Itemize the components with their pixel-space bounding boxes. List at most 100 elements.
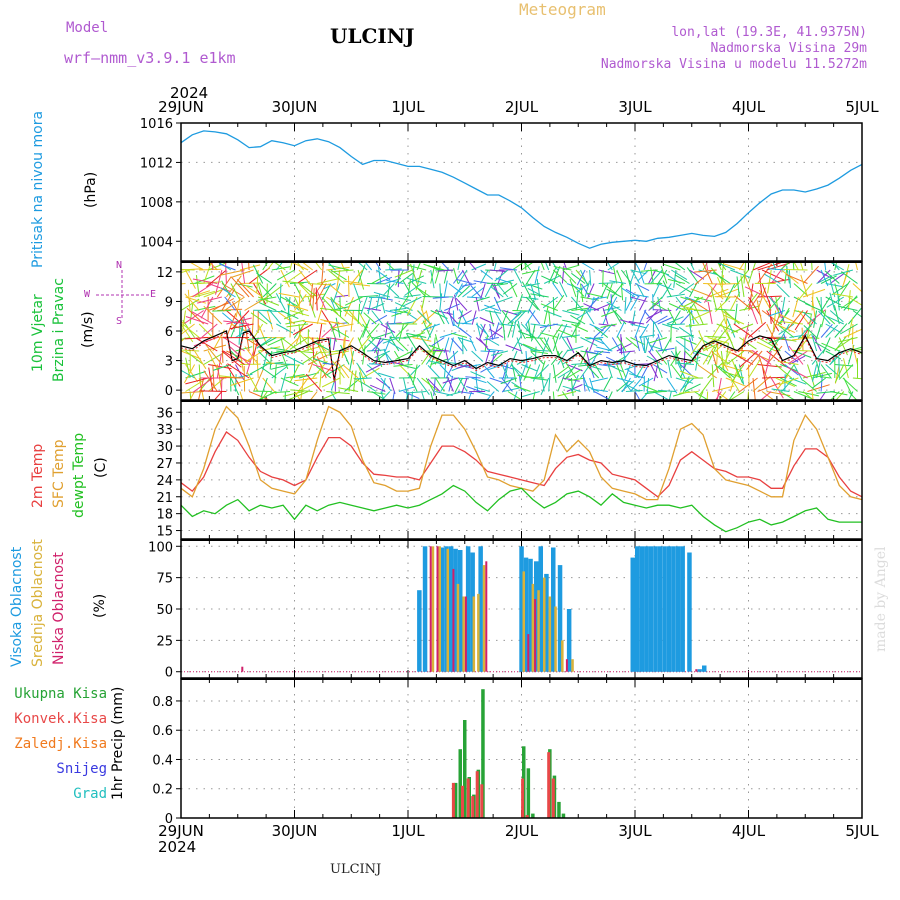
wind-vector (349, 350, 354, 372)
wind-vector (471, 287, 485, 298)
wind-vector (552, 391, 555, 400)
high-cloud-bar (538, 546, 543, 672)
wind-vector (221, 337, 224, 363)
wind-vector (462, 316, 478, 325)
wind-vector (566, 368, 582, 379)
wind-vector (843, 358, 849, 379)
wind-vector (266, 310, 274, 330)
wind-vector (225, 313, 237, 338)
wind-vector (212, 364, 215, 389)
wind-vector (543, 337, 553, 355)
wind-vector (503, 283, 518, 295)
wind-vector (847, 290, 851, 311)
day-label-bottom: 1JUL (391, 822, 425, 840)
wind-vector (451, 338, 463, 352)
wind-vector (679, 370, 699, 379)
wind-vector (679, 283, 695, 295)
wind-vector (717, 277, 727, 298)
wind-vector (225, 262, 227, 284)
wind-vector (371, 310, 383, 325)
wind-vector (852, 345, 858, 365)
wind-vector (761, 310, 783, 326)
wind-vector (480, 350, 496, 353)
wind-vector (350, 310, 354, 332)
wind-vector (283, 337, 300, 353)
wind-vector (382, 283, 395, 297)
wind-vector (411, 391, 413, 400)
wind-vector (280, 337, 287, 357)
wind-vector (378, 266, 382, 284)
wind-vector (734, 295, 754, 311)
wind-vector (637, 269, 649, 282)
wind-vector (791, 337, 813, 341)
wind-vector (766, 310, 780, 332)
wind-vector (705, 262, 709, 271)
wind-vector (487, 364, 504, 371)
wind-vector (758, 355, 768, 379)
wind-vector (189, 303, 194, 325)
wind-vector (511, 320, 517, 338)
wind-vector (456, 278, 472, 284)
wind-vector (613, 267, 618, 284)
ytick-label: 1004 (140, 235, 173, 250)
wind-vector (487, 348, 504, 352)
wind-vector (840, 296, 858, 309)
wind-vector (673, 262, 686, 271)
wind-vector (634, 391, 641, 400)
wind-vector (528, 309, 541, 325)
wind-vector (738, 262, 745, 271)
wind-vector (286, 323, 309, 328)
conv-rain-bar (471, 796, 475, 818)
wind-vector (743, 262, 747, 284)
wind-vector (525, 376, 545, 379)
wind-vector (673, 269, 677, 288)
wind-vector (425, 310, 432, 330)
wind-vector (660, 283, 672, 300)
high-cloud-bar (439, 547, 445, 672)
wind-vector (257, 283, 266, 306)
wind-vector (257, 323, 268, 345)
wind-vector (501, 377, 513, 392)
total-rain-bar (526, 768, 531, 818)
wind-vector (287, 303, 309, 311)
wind-vector (562, 269, 577, 284)
wind-vector (469, 337, 477, 352)
wind-vector (600, 283, 609, 299)
compass-west: W (84, 289, 91, 300)
high-cloud-bar (458, 550, 463, 672)
wind-vector (600, 323, 617, 328)
wind-vector (552, 337, 559, 356)
wind-vector (812, 375, 831, 379)
wind-vector (357, 364, 366, 384)
wind-vector (685, 323, 708, 327)
wind-vector (339, 296, 342, 318)
wind-vector (273, 262, 286, 271)
wind-vector (821, 310, 827, 328)
wind-vector (185, 377, 209, 385)
wind-vector (702, 346, 715, 365)
wind-vector (566, 384, 583, 392)
wind-vector (825, 315, 845, 325)
wind-vector (552, 269, 568, 283)
wind-vector (570, 314, 586, 325)
wind-vector (660, 265, 668, 284)
low-cloud-bar (464, 596, 467, 672)
legend-conv-rain: Konvek.Kisa (14, 711, 107, 727)
wind-vector (689, 269, 705, 280)
wind-vector (775, 364, 793, 379)
wind-vector (811, 391, 814, 400)
wind-vector (717, 323, 731, 341)
wind-vector (675, 377, 694, 384)
wind-vector (593, 391, 609, 400)
wind-vector (674, 274, 690, 284)
wind-vector (514, 310, 527, 324)
wind-vector (457, 269, 468, 285)
wind-vector (540, 262, 545, 271)
wind-vector (802, 265, 819, 284)
ytick-label: 33 (156, 423, 173, 438)
wind-vector (670, 323, 672, 343)
wind-vector (779, 262, 791, 271)
wind-vector (468, 391, 473, 400)
wind-vector (328, 270, 345, 284)
